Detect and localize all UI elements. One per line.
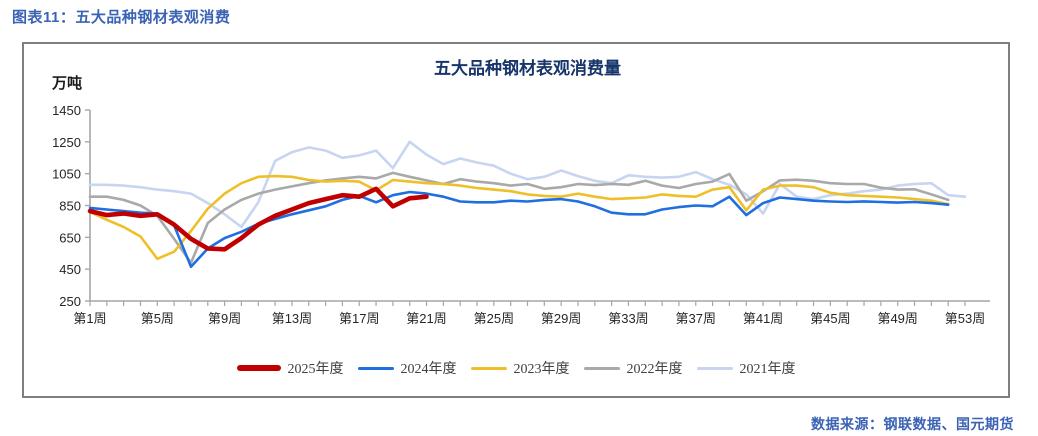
figure-caption: 图表11：五大品种钢材表观消费 — [12, 9, 231, 26]
series-line-2022年度 — [88, 171, 950, 265]
legend-line-swatch — [470, 366, 507, 370]
legend-item-2025年度: 2025年度 — [236, 358, 344, 378]
legend-line-swatch — [357, 366, 394, 370]
y-tick-label: 250 — [59, 294, 81, 309]
y-tick-label: 1450 — [52, 103, 81, 118]
series-line-2023年度 — [88, 174, 950, 261]
legend-line-swatch — [696, 366, 733, 370]
series-line-2025年度 — [87, 186, 429, 252]
x-tick-label: 第9周 — [208, 311, 241, 326]
legend-item-2024年度: 2024年度 — [357, 358, 457, 378]
y-tick-label: 650 — [59, 230, 81, 245]
chart-title: 五大品种钢材表观消费量 — [434, 58, 621, 78]
y-axis-unit-label: 万吨 — [51, 74, 82, 92]
legend-label: 2022年度 — [626, 362, 683, 377]
x-tick-label: 第1周 — [73, 311, 106, 326]
x-tick-label: 第49周 — [877, 311, 917, 326]
y-tick-label: 1250 — [52, 135, 81, 150]
series-line-2024年度 — [88, 190, 950, 269]
legend-line-swatch — [236, 365, 281, 371]
legend-label: 2025年度 — [287, 362, 344, 377]
x-tick-label: 第33周 — [608, 311, 648, 326]
chart-legend: 2025年度 2024年度 2023年度 2022年度 2021年度 — [24, 358, 1008, 378]
x-tick-label: 第37周 — [676, 311, 716, 326]
x-tick-label: 第45周 — [810, 311, 850, 326]
chart-panel: 五大品种钢材表观消费量万吨 250 450 650 850 1050 1250 1450 第1周… — [22, 42, 1010, 398]
x-tick-label: 第17周 — [339, 311, 379, 326]
y-tick-label: 450 — [59, 262, 81, 277]
x-tick-label: 第13周 — [272, 311, 312, 326]
legend-line-swatch — [583, 366, 620, 370]
series-line-2021年度 — [88, 140, 967, 229]
x-tick-label: 第5周 — [141, 311, 174, 326]
data-source-note: 数据来源：钢联数据、国元期货 — [811, 416, 1014, 432]
legend-item-2021年度: 2021年度 — [696, 358, 796, 378]
y-tick-label: 850 — [59, 199, 81, 214]
y-tick-label: 1050 — [52, 167, 81, 182]
legend-label: 2024年度 — [400, 362, 457, 377]
x-tick-label: 第25周 — [474, 311, 514, 326]
legend-label: 2023年度 — [513, 362, 570, 377]
x-tick-label: 第21周 — [406, 311, 446, 326]
legend-item-2022年度: 2022年度 — [583, 358, 683, 378]
x-tick-label: 第29周 — [541, 311, 581, 326]
legend-label: 2021年度 — [739, 362, 796, 377]
x-tick-label: 第41周 — [743, 311, 783, 326]
x-tick-label: 第53周 — [945, 311, 985, 326]
legend-item-2023年度: 2023年度 — [470, 358, 570, 378]
